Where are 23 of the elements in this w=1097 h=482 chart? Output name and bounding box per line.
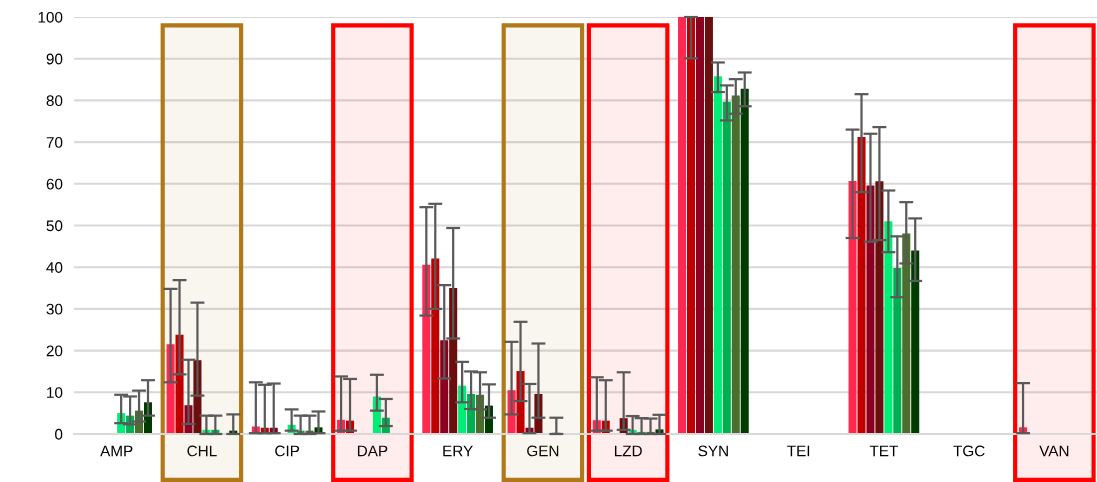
y-tick-label: 70	[46, 136, 63, 148]
x-tick-label: ERY	[443, 445, 473, 457]
x-tick-label: TGC	[953, 445, 985, 457]
x-tick-label: VAN	[1039, 445, 1069, 457]
y-tick-label: 50	[46, 220, 63, 232]
x-tick-label: CHL	[187, 445, 217, 457]
y-tick-label: 100	[38, 11, 63, 23]
x-tick-label: CIP	[275, 445, 300, 457]
x-tick-label: TET	[869, 445, 898, 457]
x-tick-label: AMP	[100, 445, 133, 457]
x-tick-label: SYN	[698, 445, 728, 457]
y-tick-label: 10	[47, 387, 63, 398]
y-tick-label: 20	[46, 345, 63, 357]
y-tick-label: 30	[46, 303, 63, 315]
y-tick-label: 80	[46, 95, 63, 107]
y-tick-label: 0	[55, 428, 63, 440]
x-tick-label: LZD	[614, 445, 642, 457]
x-tick-label: DAP	[357, 445, 388, 457]
y-tick-label: 90	[46, 53, 63, 65]
x-tick-label: GEN	[527, 445, 559, 457]
x-tick-label: TEI	[787, 445, 810, 457]
y-tick-label: 40	[46, 262, 63, 273]
y-tick-label: 60	[46, 178, 63, 190]
